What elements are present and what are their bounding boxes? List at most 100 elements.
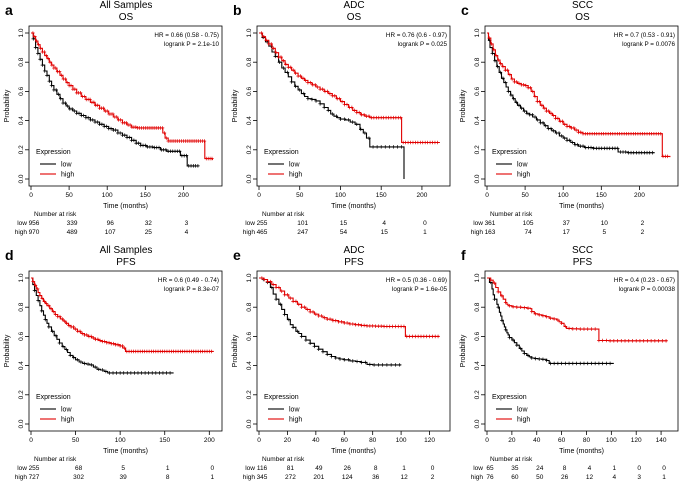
risk-row-label-low: low bbox=[245, 465, 255, 472]
risk-value: 1 bbox=[662, 474, 666, 481]
x-axis-label: Time (months) bbox=[331, 203, 376, 210]
risk-value: 5 bbox=[121, 465, 125, 472]
legend-label-low: low bbox=[289, 407, 300, 414]
censor-marks-low bbox=[32, 288, 172, 375]
legend-label-low: low bbox=[517, 407, 528, 414]
risk-value: 8 bbox=[374, 465, 378, 472]
risk-value: 68 bbox=[75, 465, 83, 472]
risk-value: 489 bbox=[67, 229, 78, 236]
panel-e: e ADC PFS 0.0 0.2 0.4 0.6 0.8 1.0 0 20 40 60 80 100… bbox=[228, 245, 456, 491]
km-plot-d: 0.00.20.40.60.81.00 50 100 150 200Probabilit… bbox=[4, 270, 223, 481]
panel-title-f: SCC PFS bbox=[486, 245, 679, 268]
risk-value: 272 bbox=[285, 474, 296, 481]
risk-value: 1 bbox=[210, 474, 214, 481]
risk-header: Number at risk bbox=[34, 211, 77, 218]
censor-marks-low bbox=[31, 37, 200, 168]
y-tick-label: 0.8 bbox=[474, 57, 481, 66]
x-tick-label: 200 bbox=[634, 192, 645, 199]
y-tick-label: 0.4 bbox=[474, 116, 481, 125]
risk-value: 4 bbox=[185, 229, 189, 236]
x-tick-label: 40 bbox=[533, 437, 541, 444]
panel-c: c SCC OS 0.0 0.2 0.4 0.6 0.8 1.0 0 50 100 150 200 P… bbox=[456, 0, 685, 245]
risk-header: Number at risk bbox=[490, 456, 533, 463]
y-tick-label: 0.8 bbox=[18, 57, 25, 66]
plot-box bbox=[256, 25, 451, 187]
censor-marks-high bbox=[260, 276, 440, 339]
km-curve-high bbox=[259, 32, 440, 144]
risk-value: 8 bbox=[166, 474, 170, 481]
y-tick-label: 0.6 bbox=[246, 332, 253, 341]
panel-title-endpoint: PFS bbox=[116, 256, 136, 268]
x-tick-label: 50 bbox=[296, 192, 304, 199]
risk-value: 0 bbox=[210, 465, 214, 472]
x-tick-label: 0 bbox=[485, 437, 489, 444]
risk-value: 12 bbox=[400, 474, 408, 481]
panel-title-c: SCC OS bbox=[486, 0, 679, 23]
panel-title-endpoint: OS bbox=[575, 11, 590, 23]
censor-marks-high bbox=[487, 36, 670, 159]
y-tick-label: 0.4 bbox=[18, 116, 25, 125]
legend-label-high: high bbox=[289, 417, 302, 424]
censor-marks-high bbox=[31, 31, 214, 161]
risk-value: 76 bbox=[486, 474, 494, 481]
legend-title: Expression bbox=[36, 394, 71, 401]
y-tick-label: 0.0 bbox=[474, 174, 481, 183]
y-tick-label: 0.2 bbox=[474, 390, 481, 399]
x-tick-label: 100 bbox=[606, 437, 617, 444]
x-tick-label: 100 bbox=[396, 437, 407, 444]
panel-letter-a: a bbox=[5, 2, 13, 18]
y-tick-label: 0.4 bbox=[246, 361, 253, 370]
km-plot-b: 0.00.20.40.60.81.00 50 100 150 200Probabilit… bbox=[232, 25, 451, 236]
x-tick-label: 100 bbox=[335, 192, 346, 199]
risk-value: 81 bbox=[287, 465, 295, 472]
risk-value: 3 bbox=[637, 474, 641, 481]
panel-title-group: SCC bbox=[571, 245, 594, 256]
km-curve-low bbox=[487, 32, 655, 154]
risk-value: 107 bbox=[105, 229, 116, 236]
y-tick-label: 0.8 bbox=[246, 57, 253, 66]
risk-row-label-low: low bbox=[245, 220, 255, 227]
censor-marks-low bbox=[488, 280, 612, 366]
x-tick-label: 0 bbox=[29, 192, 33, 199]
risk-value: 36 bbox=[372, 474, 380, 481]
risk-value: 39 bbox=[120, 474, 128, 481]
risk-value: 49 bbox=[315, 465, 323, 472]
risk-value: 0 bbox=[662, 465, 666, 472]
legend-title: Expression bbox=[264, 394, 299, 401]
risk-header: Number at risk bbox=[262, 211, 305, 218]
censor-marks-low bbox=[487, 38, 655, 155]
hr-annotation: HR = 0.5 (0.36 - 0.69) bbox=[386, 277, 447, 284]
x-axis-label: Time (months) bbox=[331, 448, 376, 455]
risk-value: 15 bbox=[340, 220, 348, 227]
risk-value: 727 bbox=[29, 474, 40, 481]
y-tick-label: 0.2 bbox=[18, 390, 25, 399]
risk-value: 345 bbox=[257, 474, 268, 481]
panel-title-endpoint: OS bbox=[118, 11, 134, 23]
km-curve-low bbox=[31, 277, 174, 374]
y-tick-label: 0.2 bbox=[246, 390, 253, 399]
km-curve-low bbox=[31, 32, 199, 167]
x-tick-label: 80 bbox=[369, 437, 377, 444]
x-tick-label: 40 bbox=[312, 437, 320, 444]
y-tick-label: 0.0 bbox=[246, 419, 253, 428]
legend-title: Expression bbox=[36, 149, 71, 156]
x-tick-label: 140 bbox=[656, 437, 667, 444]
risk-value: 4 bbox=[382, 220, 386, 227]
hr-annotation: HR = 0.7 (0.53 - 0.91) bbox=[614, 32, 675, 39]
km-plot-a: 0.0 0.2 0.4 0.6 0.8 1.0 0 50 100 150 200 Probabilit… bbox=[4, 25, 223, 236]
x-axis-label: Time (months) bbox=[103, 448, 148, 455]
y-tick-label: 0.6 bbox=[18, 332, 25, 341]
risk-value: 54 bbox=[340, 229, 348, 236]
risk-value: 35 bbox=[511, 465, 519, 472]
x-tick-label: 0 bbox=[257, 192, 261, 199]
panel-title-d: All Samples PFS bbox=[30, 245, 222, 268]
risk-row-label-low: low bbox=[473, 465, 483, 472]
hr-annotation: HR = 0.4 (0.23 - 0.67) bbox=[614, 277, 675, 284]
km-curve-low bbox=[487, 277, 614, 364]
legend-label-high: high bbox=[61, 417, 74, 424]
risk-value: 1 bbox=[613, 465, 617, 472]
panel-title-a: All Samples OS bbox=[30, 0, 222, 23]
y-axis-label: Probability bbox=[232, 334, 239, 367]
y-tick-label: 1.0 bbox=[246, 273, 253, 282]
